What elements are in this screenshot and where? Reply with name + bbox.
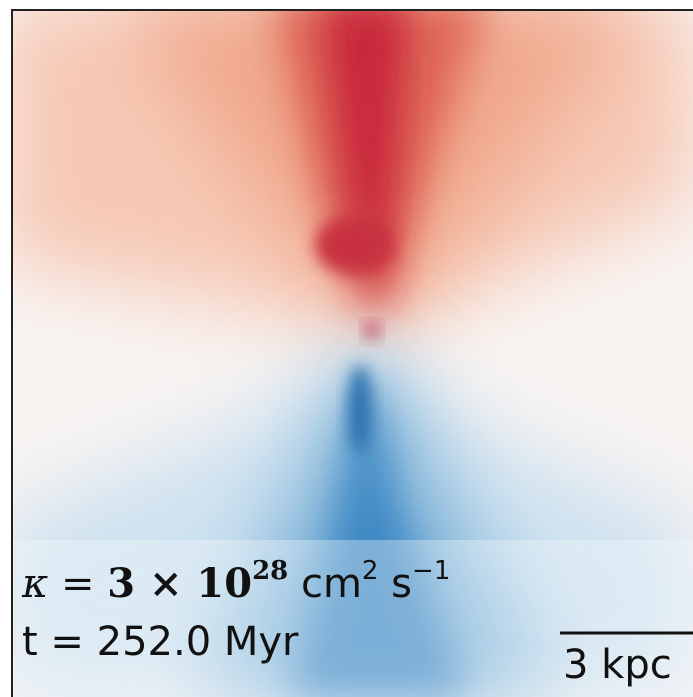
kappa-unit-cm: cm — [288, 561, 362, 607]
simulation-panel: κ = 3 × 1028 cm2 s−1 t = 252.0 Myr 3 kpc — [0, 0, 693, 697]
kappa-symbol: κ = — [21, 561, 107, 607]
time-label: t = 252.0 Myr — [22, 619, 299, 665]
kappa-unit-s-exp: −1 — [412, 556, 450, 586]
kappa-mantissa: 3 × 10 — [107, 560, 252, 607]
kappa-unit-s: s — [378, 561, 412, 607]
kappa-unit-cm-exp: 2 — [362, 556, 379, 586]
kappa-exponent: 28 — [252, 556, 288, 586]
page: {"annotations": {"kappa": {"symbol": "κ … — [0, 0, 693, 697]
kappa-label: κ = 3 × 1028 cm2 s−1 — [21, 556, 450, 607]
scale-bar-label: 3 kpc — [563, 642, 672, 688]
